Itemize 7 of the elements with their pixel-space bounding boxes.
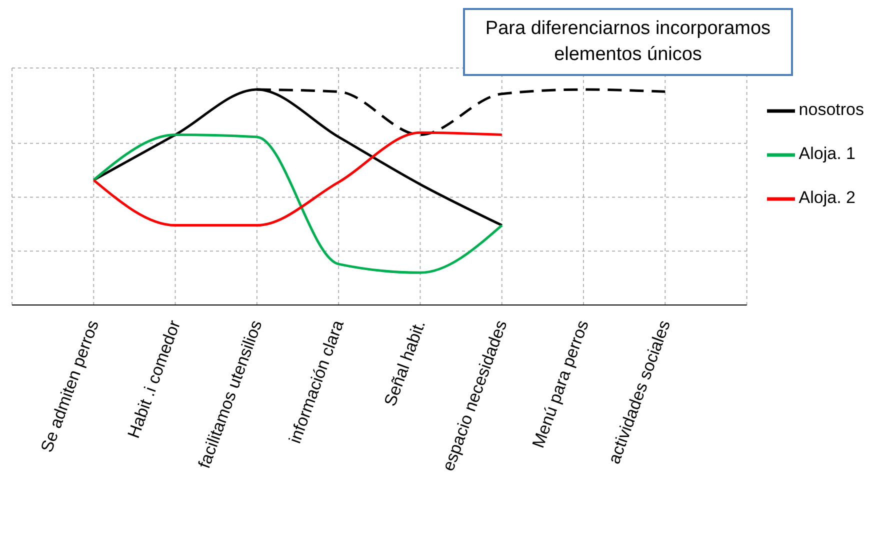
legend-label: nosotros [798,100,864,119]
callout-box: Para diferenciarnos incorporamos elementos únicos [463,8,793,76]
x-tick-label: Señal habit. [380,318,430,409]
legend-label: Aloja. 1 [798,144,856,163]
x-tick-label: Menú para perros [528,318,592,450]
legend-label: Aloja. 2 [798,188,856,207]
x-tick-label: Se admiten perros [37,318,103,455]
